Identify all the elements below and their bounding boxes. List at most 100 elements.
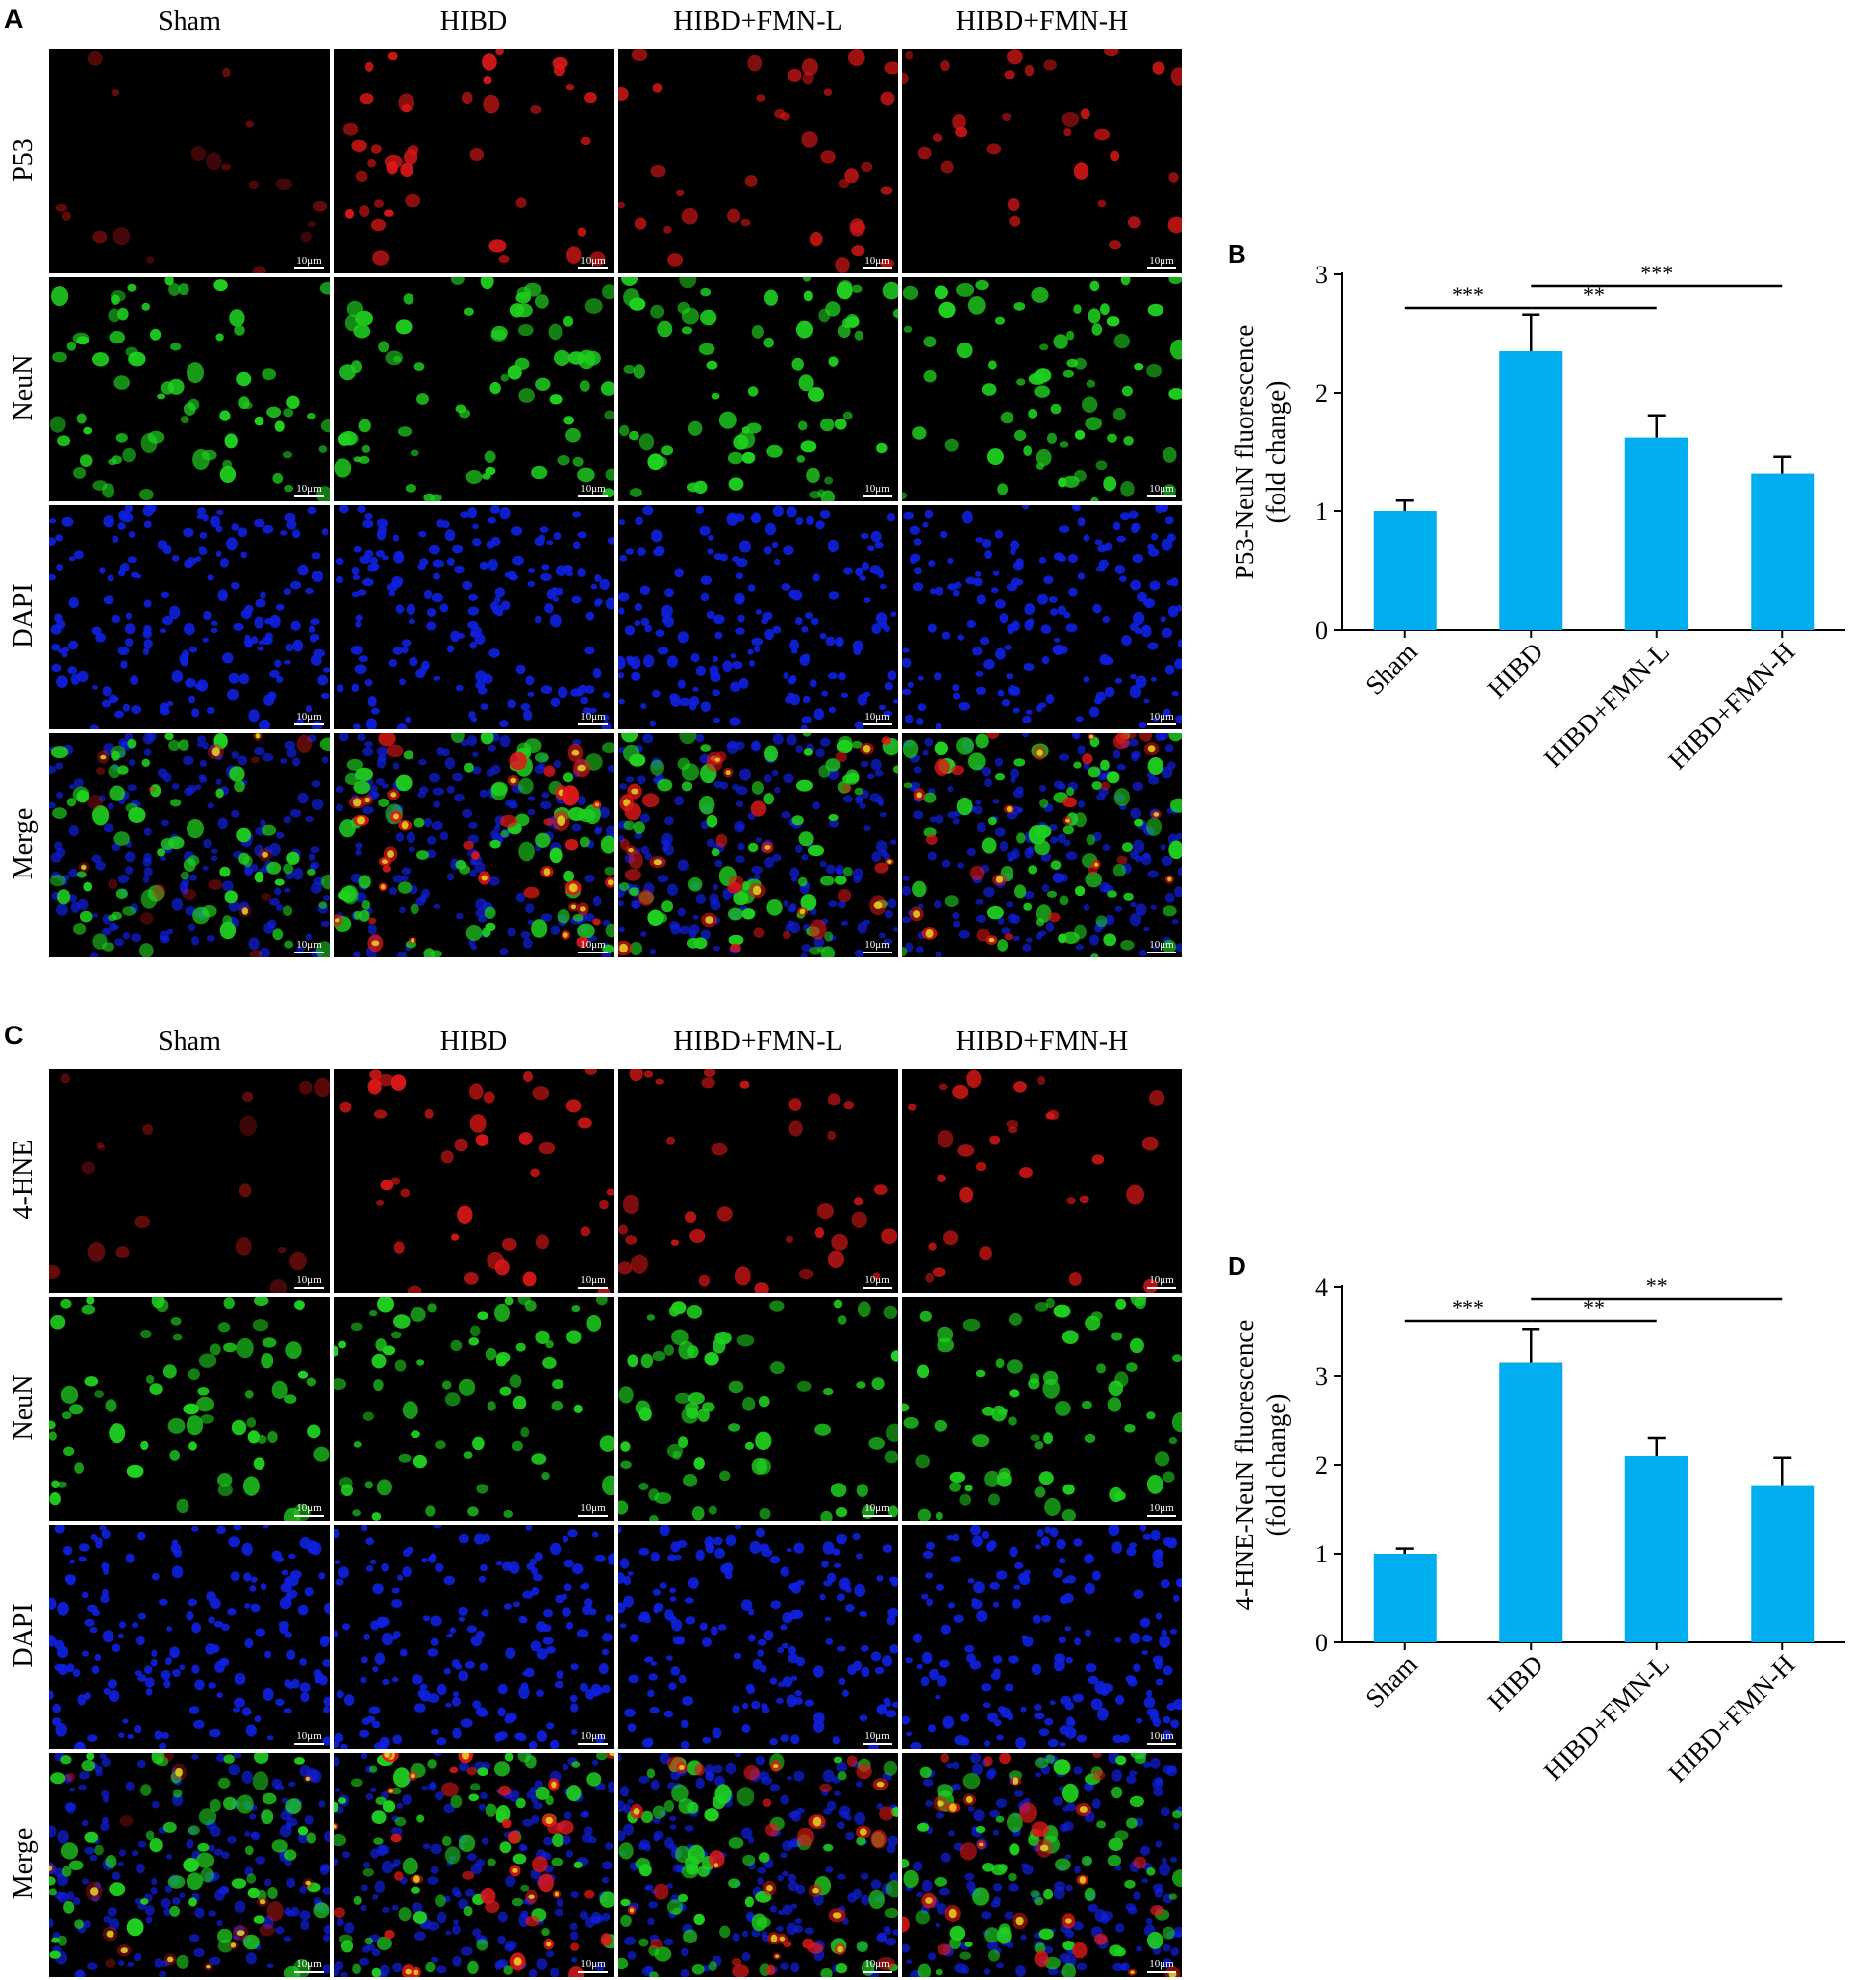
scale-bar-label: 10μm — [1149, 711, 1174, 723]
scale-bar-label: 10μm — [296, 1502, 322, 1514]
scale-bar: 10μm — [578, 1503, 608, 1517]
scale-bar: 10μm — [578, 256, 608, 269]
scale-bar-label: 10μm — [1149, 483, 1174, 495]
micrograph-neun-2: 10μm — [618, 1297, 898, 1521]
scale-bar: 10μm — [863, 256, 892, 269]
row-label: P53 — [8, 137, 38, 182]
micrograph-4-hne-0: 10μm — [49, 1069, 330, 1293]
panel-letter-d: D — [1228, 1252, 1246, 1281]
micrograph-dapi-2: 10μm — [618, 1525, 898, 1749]
scale-bar-label: 10μm — [864, 939, 890, 951]
scale-bar-line — [863, 1971, 892, 1973]
y-tick-label: 3 — [1315, 1362, 1328, 1391]
scale-bar-line — [578, 1287, 608, 1289]
scale-bar: 10μm — [1147, 1275, 1176, 1289]
scale-bar-line — [294, 1743, 324, 1745]
scale-bar-line — [294, 1971, 324, 1973]
bar-0 — [1373, 511, 1437, 630]
micrograph-dapi-2: 10μm — [618, 505, 898, 729]
scale-bar: 10μm — [863, 1731, 892, 1745]
micrograph-merge-3: 10μm — [902, 733, 1182, 957]
scale-bar: 10μm — [578, 1731, 608, 1745]
row-label: NeuN — [8, 354, 38, 420]
scale-bar-label: 10μm — [864, 1958, 890, 1970]
panel-d-bar-chart: D 0 1 2 3 4 4-HNE-NeuN fluorescence (fold chang… — [1228, 1252, 1845, 1788]
scale-bar-label: 10μm — [580, 1274, 606, 1286]
scale-bar-line — [863, 1515, 892, 1517]
scale-bar: 10μm — [294, 484, 324, 497]
scale-bar-label: 10μm — [296, 483, 322, 495]
panel-letter-c: C — [4, 1021, 24, 1050]
bar-1 — [1499, 1362, 1563, 1642]
scale-bar: 10μm — [294, 1275, 324, 1289]
x-tick-label: HIBD+FMN-L — [1538, 637, 1675, 773]
scale-bar-line — [578, 1743, 608, 1745]
scale-bar-label: 10μm — [864, 483, 890, 495]
x-tick-label: Sham — [1359, 637, 1423, 701]
micrograph-neun-2: 10μm — [618, 277, 898, 501]
scale-bar: 10μm — [294, 1503, 324, 1517]
scale-bar-label: 10μm — [296, 711, 322, 723]
column-header: Sham — [158, 6, 221, 37]
scale-bar: 10μm — [1147, 484, 1176, 497]
scale-bar-label: 10μm — [580, 483, 606, 495]
scale-bar: 10μm — [863, 940, 892, 953]
scale-bar-label: 10μm — [864, 1730, 890, 1742]
micrograph-p53-3: 10μm — [902, 49, 1182, 273]
row-label: NeuN — [8, 1374, 38, 1440]
micrograph-neun-0: 10μm — [49, 1297, 330, 1521]
scale-bar-line — [578, 1515, 608, 1517]
significance-label: ** — [1583, 282, 1605, 307]
scale-bar-label: 10μm — [580, 711, 606, 723]
x-tick-label: Sham — [1359, 1649, 1423, 1713]
micrograph-merge-1: 10μm — [334, 1753, 614, 1977]
scale-bar-label: 10μm — [1149, 1502, 1174, 1514]
scale-bar: 10μm — [1147, 940, 1176, 953]
row-label: Merge — [8, 1827, 38, 1899]
scale-bar-line — [1147, 1743, 1176, 1745]
panel-b-bar-chart: B 0 1 2 3 P53-NeuN fluorescence (fold change) S… — [1228, 239, 1845, 775]
scale-bar-line — [294, 495, 324, 497]
bar-2 — [1624, 437, 1688, 630]
bar-2 — [1624, 1456, 1688, 1642]
scale-bar-line — [578, 267, 608, 269]
scale-bar-line — [578, 723, 608, 725]
x-tick-label: HIBD+FMN-L — [1538, 1649, 1675, 1786]
scale-bar: 10μm — [578, 1959, 608, 1973]
micrograph-merge-1: 10μm — [334, 733, 614, 957]
scale-bar-line — [1147, 267, 1176, 269]
scale-bar-label: 10μm — [580, 1958, 606, 1970]
scale-bar-label: 10μm — [864, 711, 890, 723]
micrograph-neun-3: 10μm — [902, 1297, 1182, 1521]
scale-bar-label: 10μm — [296, 1958, 322, 1970]
scale-bar: 10μm — [578, 484, 608, 497]
scale-bar-line — [578, 1971, 608, 1973]
scale-bar-line — [1147, 1971, 1176, 1973]
panel-letter-b: B — [1228, 239, 1246, 268]
scale-bar-line — [294, 723, 324, 725]
x-tick-label: HIBD+FMN-H — [1662, 1649, 1800, 1788]
row-label: DAPI — [8, 1602, 38, 1668]
scale-bar-line — [294, 267, 324, 269]
micrograph-p53-2: 10μm — [618, 49, 898, 273]
scale-bar-line — [294, 1287, 324, 1289]
scale-bar-label: 10μm — [864, 1274, 890, 1286]
bar-3 — [1751, 473, 1815, 630]
scale-bar: 10μm — [294, 940, 324, 953]
micrograph-dapi-1: 10μm — [334, 505, 614, 729]
scale-bar-line — [863, 267, 892, 269]
scale-bar-line — [863, 495, 892, 497]
scale-bar-label: 10μm — [1149, 1730, 1174, 1742]
scale-bar-line — [1147, 1515, 1176, 1517]
significance-label: *** — [1452, 282, 1484, 307]
significance-label: *** — [1452, 1295, 1484, 1320]
micrograph-p53-1: 10μm — [334, 49, 614, 273]
column-header: HIBD — [439, 6, 508, 37]
micrograph-neun-1: 10μm — [334, 277, 614, 501]
scale-bar-line — [1147, 952, 1176, 953]
scale-bar-label: 10μm — [296, 255, 322, 267]
scale-bar-line — [578, 952, 608, 953]
scale-bar-line — [1147, 495, 1176, 497]
scale-bar: 10μm — [1147, 256, 1176, 269]
scale-bar-line — [1147, 1287, 1176, 1289]
